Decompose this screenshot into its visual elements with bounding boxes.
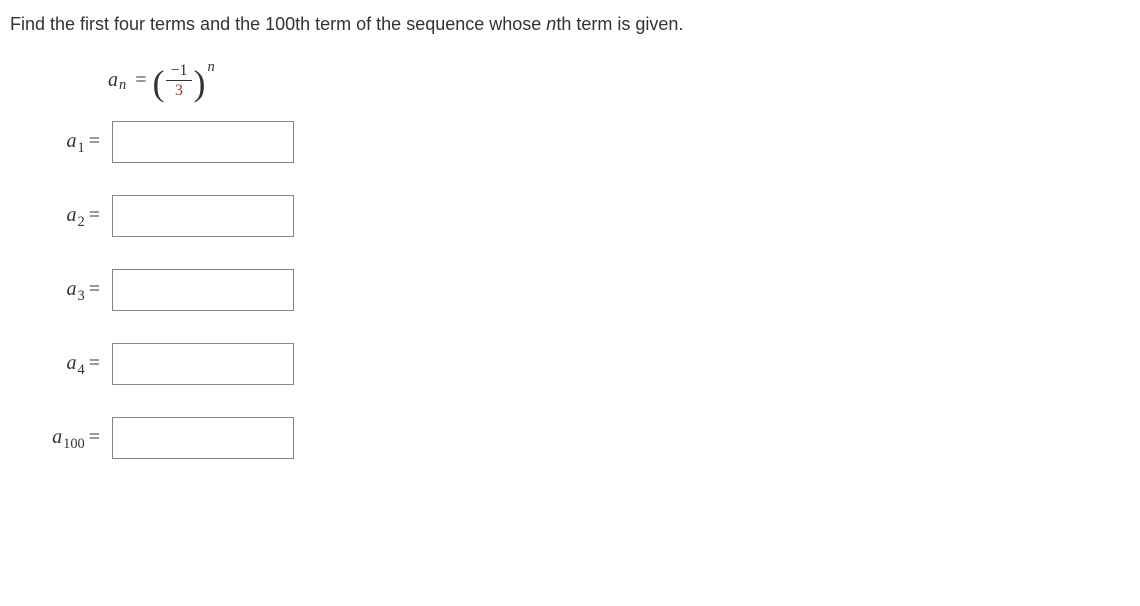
answer-input-a1[interactable] xyxy=(112,121,294,163)
answer-row-a3: a3= xyxy=(10,269,1130,311)
answer-index: 1 xyxy=(78,140,85,156)
answer-eq: = xyxy=(89,130,100,152)
answer-index: 100 xyxy=(63,436,85,452)
answer-row-a1: a1= xyxy=(10,121,1130,163)
answer-eq: = xyxy=(89,278,100,300)
formula-rparen: ) xyxy=(194,65,206,101)
answer-row-a100: a100= xyxy=(10,417,1130,459)
answer-input-a3[interactable] xyxy=(112,269,294,311)
formula-numerator: −1 xyxy=(166,61,191,81)
answer-label-a3: a3= xyxy=(10,278,102,301)
formula-subscript: n xyxy=(119,77,126,94)
formula-equals: = xyxy=(135,69,146,92)
answer-index: 4 xyxy=(78,362,85,378)
answer-symbol: a xyxy=(67,352,77,374)
answer-symbol: a xyxy=(67,278,77,300)
answer-index: 3 xyxy=(78,288,85,304)
answer-symbol: a xyxy=(67,204,77,226)
prompt-prefix: Find the first four terms and the 100th … xyxy=(10,14,546,34)
formula-definition: a n = ( −1 3 ) n xyxy=(108,61,1130,100)
formula-symbol: a xyxy=(108,69,118,92)
answer-input-a100[interactable] xyxy=(112,417,294,459)
answer-label-a2: a2= xyxy=(10,204,102,227)
answer-input-a2[interactable] xyxy=(112,195,294,237)
formula-fraction: −1 3 xyxy=(166,61,191,100)
answer-input-a4[interactable] xyxy=(112,343,294,385)
answer-eq: = xyxy=(89,426,100,448)
answer-index: 2 xyxy=(78,214,85,230)
answer-symbol: a xyxy=(67,130,77,152)
answer-eq: = xyxy=(89,352,100,374)
question-prompt: Find the first four terms and the 100th … xyxy=(10,12,1130,37)
prompt-suffix: th term is given. xyxy=(556,14,683,34)
answer-eq: = xyxy=(89,204,100,226)
answer-label-a100: a100= xyxy=(10,426,102,449)
answer-label-a1: a1= xyxy=(10,130,102,153)
answer-row-a2: a2= xyxy=(10,195,1130,237)
formula-lparen: ( xyxy=(152,65,164,101)
answer-symbol: a xyxy=(52,426,62,448)
prompt-italic-n: n xyxy=(546,14,556,34)
answer-label-a4: a4= xyxy=(10,352,102,375)
answer-row-a4: a4= xyxy=(10,343,1130,385)
formula-denominator: 3 xyxy=(171,81,187,100)
formula-exponent: n xyxy=(208,59,215,76)
